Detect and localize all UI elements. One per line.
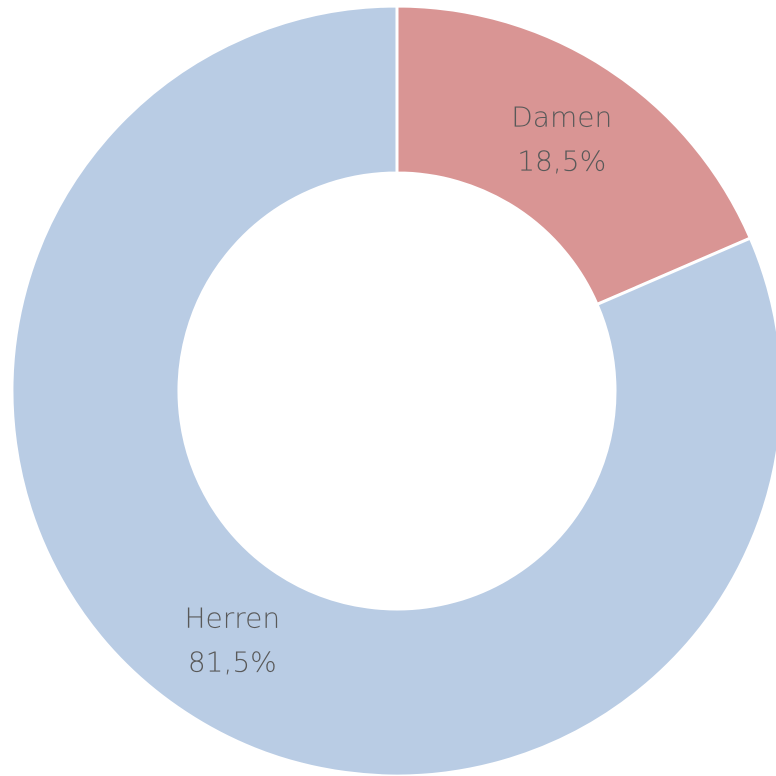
slice-label: Damen [511,100,612,133]
slice-label: Herren [184,602,280,635]
donut-slice [395,4,753,307]
slice-value: 18,5% [517,144,606,177]
slice-value: 81,5% [188,646,277,679]
donut-slice [10,4,776,776]
